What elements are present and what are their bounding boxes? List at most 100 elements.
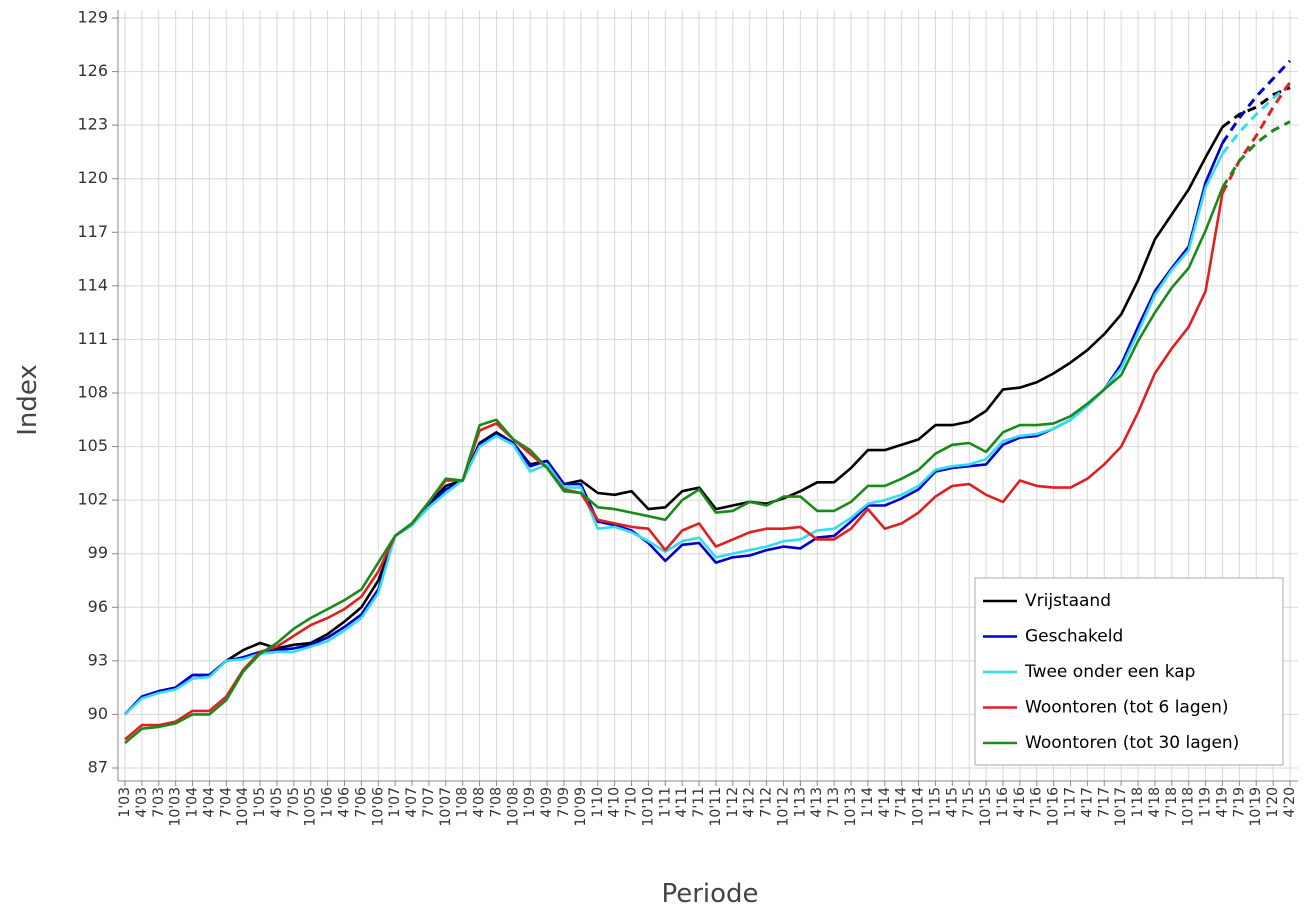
x-tick-label: 10'19 <box>1248 787 1264 826</box>
x-tick-label: 7'17 <box>1096 787 1112 818</box>
x-tick-label: 1'15 <box>927 787 943 818</box>
x-tick-label: 10'08 <box>505 787 521 826</box>
x-tick-label: 7'06 <box>353 787 369 818</box>
x-tick-label: 1'04 <box>185 787 201 818</box>
legend-label: Woontoren (tot 30 lagen) <box>1025 733 1239 753</box>
y-tick-label: 129 <box>77 8 108 27</box>
x-tick-label: 10'07 <box>438 787 454 826</box>
x-tick-label: 7'07 <box>421 787 437 818</box>
x-tick-label: 4'07 <box>404 787 420 818</box>
y-tick-label: 102 <box>77 490 108 509</box>
y-tick-label: 108 <box>77 383 108 402</box>
x-tick-label: 1'09 <box>522 787 538 818</box>
y-tick-label: 96 <box>88 597 108 616</box>
x-tick-label: 4'13 <box>809 787 825 818</box>
x-tick-label: 7'03 <box>151 787 167 818</box>
y-tick-label: 120 <box>77 168 108 187</box>
x-tick-label: 10'18 <box>1181 787 1197 826</box>
x-tick-label: 1'18 <box>1130 787 1146 818</box>
x-tick-label: 1'19 <box>1198 787 1214 818</box>
x-tick-label: 7'05 <box>286 787 302 818</box>
x-tick-label: 7'12 <box>759 787 775 818</box>
x-tick-label: 10'12 <box>775 787 791 826</box>
x-tick-label: 4'14 <box>877 787 893 818</box>
legend-box <box>974 577 1284 766</box>
x-tick-label: 4'15 <box>944 787 960 818</box>
x-tick-label: 10'15 <box>978 787 994 826</box>
legend-label: Twee onder een kap <box>1024 662 1195 682</box>
y-tick-label: 93 <box>88 650 108 669</box>
x-tick-label: 1'10 <box>590 787 606 818</box>
x-tick-label: 4'16 <box>1012 787 1028 818</box>
y-tick-label: 90 <box>88 704 108 723</box>
y-tick-label: 99 <box>88 543 108 562</box>
x-tick-label: 1'11 <box>657 787 673 818</box>
x-tick-label: 4'11 <box>674 787 690 818</box>
series-line <box>124 187 1224 744</box>
x-tick-label: 7'14 <box>894 787 910 818</box>
x-tick-label: 1'05 <box>252 787 268 818</box>
x-tick-label: 10'04 <box>235 787 251 827</box>
x-tick-label: 10'10 <box>640 787 656 826</box>
x-tick-label: 10'17 <box>1113 787 1129 826</box>
y-tick-label: 105 <box>77 436 108 455</box>
x-tick-label: 10'06 <box>370 787 386 827</box>
x-tick-label: 4'03 <box>134 787 150 818</box>
y-tick-label: 126 <box>77 61 108 80</box>
x-tick-label: 10'16 <box>1046 787 1062 827</box>
y-tick-label: 123 <box>77 115 108 134</box>
x-tick-label: 7'19 <box>1231 787 1247 818</box>
x-tick-label: 7'18 <box>1164 787 1180 818</box>
series-line <box>124 153 1224 716</box>
x-tick-label: 10'11 <box>708 787 724 826</box>
x-tick-label: 7'10 <box>624 787 640 818</box>
x-tick-label: 1'13 <box>792 787 808 818</box>
forecast-line <box>1221 82 1291 155</box>
x-tick-label: 7'08 <box>488 787 504 818</box>
x-tick-label: 7'13 <box>826 787 842 818</box>
x-tick-label: 4'18 <box>1147 787 1163 818</box>
x-tick-label: 1'20 <box>1265 787 1281 818</box>
x-tick-label: 1'08 <box>455 787 471 818</box>
series-line <box>124 126 1224 716</box>
series-line <box>124 192 1224 741</box>
x-tick-label: 10'05 <box>303 787 319 826</box>
x-tick-label: 10'14 <box>911 787 927 827</box>
y-tick-label: 114 <box>77 275 108 294</box>
x-tick-label: 7'04 <box>218 787 234 818</box>
x-tick-label: 4'04 <box>201 787 217 818</box>
x-tick-label: 4'17 <box>1079 787 1095 818</box>
y-tick-label: 117 <box>77 222 108 241</box>
x-tick-label: 7'16 <box>1029 787 1045 818</box>
x-tick-label: 4'20 <box>1282 787 1298 818</box>
x-tick-label: 4'06 <box>336 787 352 818</box>
legend-label: Vrijstaand <box>1025 591 1111 611</box>
x-tick-label: 7'09 <box>556 787 572 818</box>
series-line <box>124 142 1224 716</box>
x-tick-label: 10'09 <box>573 787 589 826</box>
x-tick-label: 7'11 <box>691 787 707 818</box>
legend-label: Woontoren (tot 6 lagen) <box>1025 698 1229 718</box>
x-tick-label: 1'06 <box>320 787 336 818</box>
x-tick-label: 4'19 <box>1214 787 1230 818</box>
x-tick-label: 1'03 <box>117 787 133 818</box>
forecast-line <box>1221 81 1292 194</box>
x-axis-title: Periode <box>661 879 758 906</box>
x-tick-label: 4'10 <box>607 787 623 818</box>
x-tick-label: 4'08 <box>472 787 488 818</box>
forecast-line <box>1221 120 1291 189</box>
x-tick-label: 4'09 <box>539 787 555 818</box>
x-tick-label: 4'12 <box>742 787 758 818</box>
y-tick-label: 111 <box>77 329 108 348</box>
x-tick-label: 1'07 <box>387 787 403 818</box>
y-tick-label: 87 <box>88 758 108 777</box>
y-axis-title: Index <box>13 364 43 436</box>
legend-label: Geschakeld <box>1025 627 1123 647</box>
x-tick-label: 10'03 <box>168 787 184 826</box>
x-tick-label: 4'05 <box>269 787 285 818</box>
x-tick-label: 1'16 <box>995 787 1011 818</box>
x-tick-label: 1'14 <box>860 787 876 818</box>
x-tick-label: 10'13 <box>843 787 859 826</box>
forecast-line <box>1221 59 1292 144</box>
legend: Vrijstaand Geschakeld Twee onder een kap Wo… <box>974 577 1284 766</box>
